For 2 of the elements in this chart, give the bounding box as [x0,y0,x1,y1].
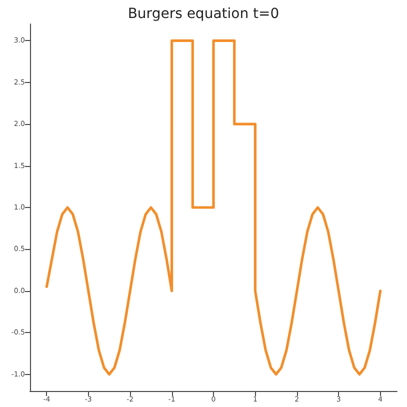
chart-title: Burgers equation t=0 [128,6,280,22]
line-series [45,39,382,376]
